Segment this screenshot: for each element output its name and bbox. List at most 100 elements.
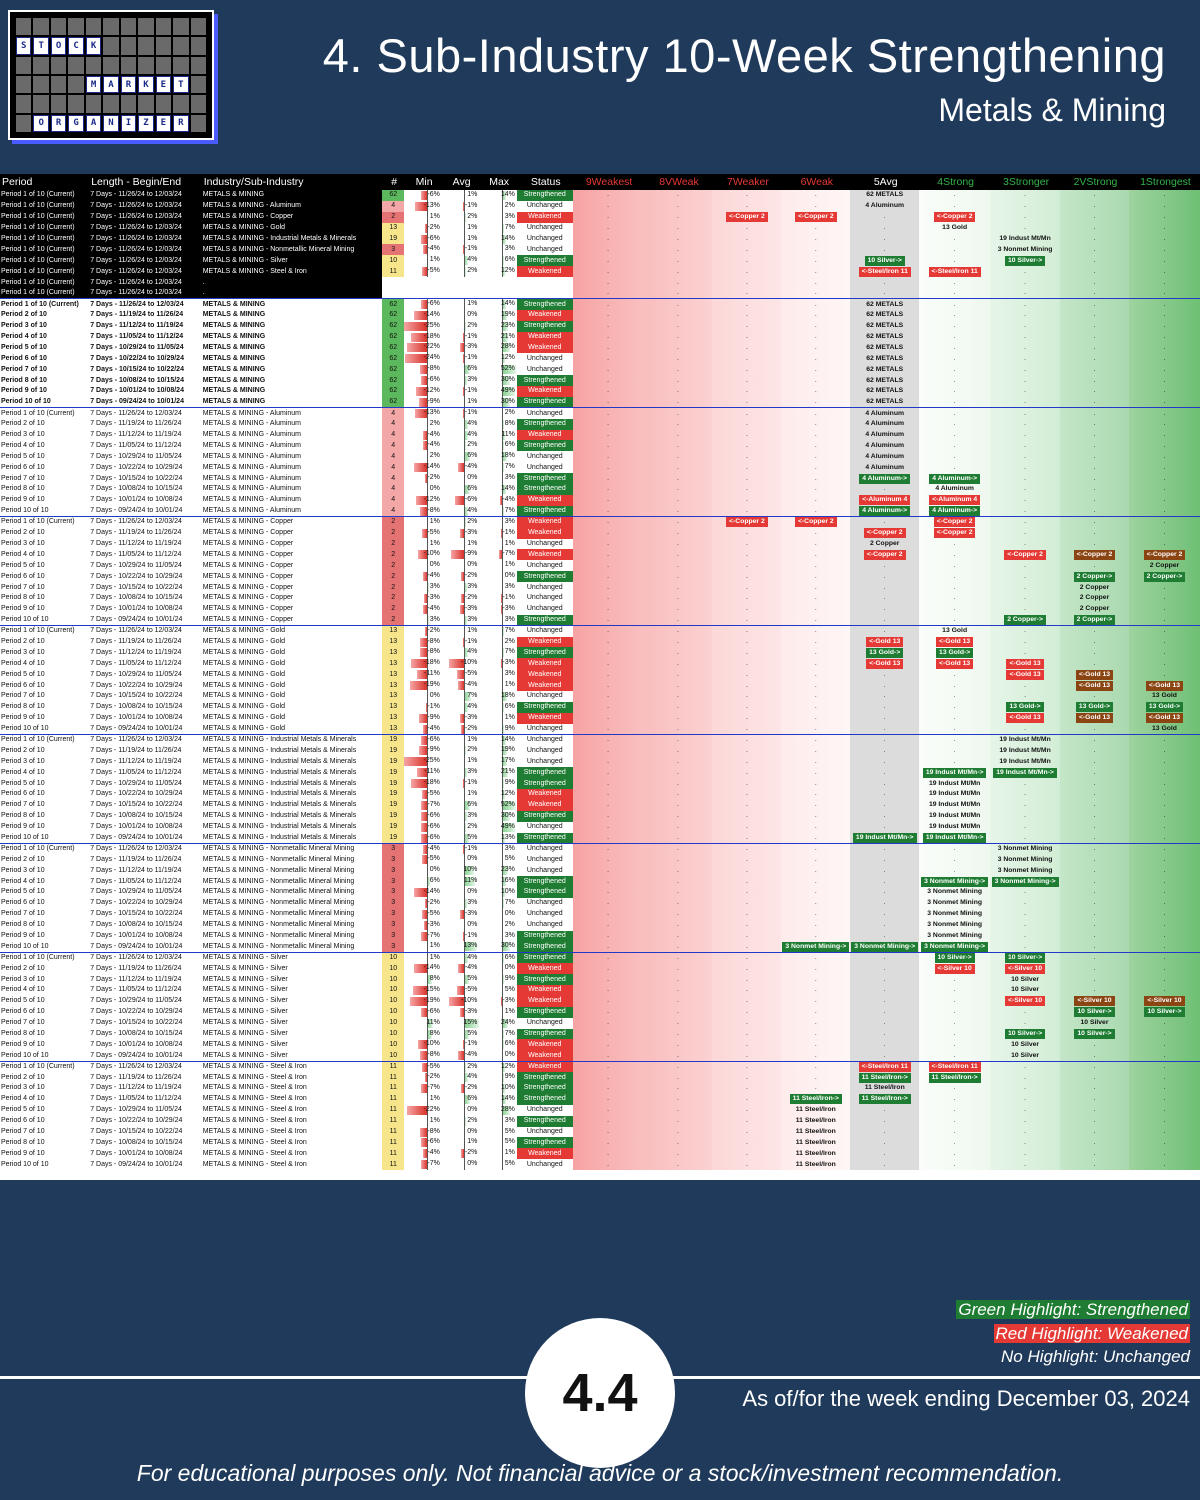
- metric-value: -13%: [423, 201, 440, 209]
- logo-cell: [85, 56, 102, 74]
- metric-cell: 21%: [479, 767, 517, 779]
- negative-bar: [419, 1127, 427, 1137]
- level-cell-8: .: [643, 375, 713, 387]
- metric-value: 12%: [500, 1062, 515, 1070]
- bar-axis: [426, 658, 428, 670]
- level-cell-9: .: [572, 288, 644, 299]
- period-cell: Period 6 of 10: [0, 1115, 90, 1127]
- industry-cell: METALS & MINING - Copper: [201, 211, 383, 223]
- table-row: Period 7 of 10 7 Days - 10/15/24 to 10/22…: [0, 690, 1200, 702]
- status-badge: Strengthened: [516, 778, 573, 789]
- industry-cell: METALS & MINING - Industrial Metals & Mi…: [201, 799, 383, 811]
- metric-cell: 9%: [479, 1072, 517, 1084]
- period-cell: Period 2 of 10: [0, 963, 90, 975]
- count-cell: 3: [382, 865, 405, 877]
- metric-value: -2%: [464, 1084, 478, 1092]
- status-badge: Unchanged: [516, 625, 573, 637]
- metric-cell: -2%: [404, 222, 442, 234]
- metric-value: -3%: [427, 920, 440, 928]
- metric-cell: -8%: [404, 364, 442, 376]
- level-cell-4: .: [919, 190, 991, 201]
- level-cell-2: .: [1060, 386, 1129, 397]
- level-cell-2: 10 Silver->: [1060, 1028, 1129, 1040]
- metric-cell: -6%: [404, 298, 442, 310]
- level-cell-2: .: [1060, 941, 1129, 953]
- length-cell: 7 Days - 09/24/24 to 10/01/24: [89, 614, 202, 626]
- level-cell-8: .: [643, 1137, 713, 1149]
- metric-value: 0%: [504, 572, 515, 580]
- level-cell-7: .: [712, 571, 782, 583]
- bar-axis: [501, 636, 503, 648]
- negative-bar: [500, 996, 502, 1006]
- bar-axis: [501, 299, 503, 310]
- level-cell-9: .: [572, 418, 644, 430]
- level-cell-7: .: [712, 625, 782, 637]
- count-cell: 4: [382, 462, 405, 474]
- bar-axis: [464, 396, 466, 408]
- count-cell: [382, 288, 405, 299]
- length-cell: 7 Days - 10/08/24 to 10/15/24: [89, 484, 202, 495]
- table-row: Period 5 of 10 7 Days - 10/29/24 to 11/05…: [0, 995, 1200, 1007]
- status-badge: Weakened: [516, 516, 573, 528]
- level-cell-1: .: [1128, 778, 1200, 789]
- level-cell-9: .: [572, 690, 644, 702]
- status-badge: Unchanged: [516, 407, 573, 419]
- logo-cell: [68, 95, 84, 113]
- level-cell-5: .: [850, 712, 920, 724]
- level-cell-7: .: [712, 1148, 782, 1160]
- negative-bar: [461, 572, 465, 582]
- length-cell: 7 Days - 11/05/24 to 11/12/24: [89, 1093, 202, 1105]
- level-cell-7: .: [712, 756, 782, 768]
- level-cell-8: .: [643, 211, 713, 223]
- count-cell: 2: [382, 549, 405, 561]
- level-cell-4: .: [919, 1137, 991, 1149]
- metric-cell: 2%: [441, 516, 480, 528]
- level-cell-2: 2 Copper: [1060, 603, 1129, 615]
- level-cell-4: .: [919, 538, 991, 550]
- table-row: Period 2 of 10 7 Days - 11/19/24 to 11/26…: [0, 854, 1200, 866]
- table-row: Period 3 of 10 7 Days - 11/12/24 to 11/19…: [0, 538, 1200, 550]
- level-cell-4: .: [919, 1093, 991, 1105]
- count-cell: 11: [382, 266, 405, 278]
- level-cell-8: .: [643, 1159, 713, 1171]
- level-cell-6: 11 Steel/Iron: [781, 1115, 851, 1127]
- column-header: #: [382, 174, 405, 190]
- count-cell: 11: [382, 1072, 405, 1084]
- table-row: Period 3 of 10 7 Days - 11/12/24 to 11/19…: [0, 756, 1200, 768]
- level-cell-3: 10 Silver: [990, 974, 1061, 986]
- level-cell-8: .: [643, 1148, 713, 1160]
- industry-cell: METALS & MINING - Aluminum: [201, 494, 383, 506]
- table-row: Period 8 of 10 7 Days - 10/08/24 to 10/15…: [0, 810, 1200, 822]
- status-badge: Strengthened: [516, 701, 573, 713]
- table-row: Period 10 of 10 7 Days - 09/24/24 to 10/0…: [0, 505, 1200, 517]
- level-cell-3: .: [990, 407, 1061, 419]
- level-cell-8: .: [643, 473, 713, 485]
- level-cell-1: .: [1128, 636, 1200, 648]
- level-cell-5: .: [850, 690, 920, 702]
- level-cell-8: .: [643, 190, 713, 201]
- metric-cell: -5%: [404, 266, 442, 278]
- level-chip: 3 Nonmet Mining: [997, 866, 1053, 874]
- status-badge: Weakened: [516, 494, 573, 506]
- bar-axis: [464, 353, 466, 365]
- positive-bar: [464, 1094, 471, 1104]
- level-cell-2: <-Gold 13: [1060, 680, 1129, 691]
- count-cell: 13: [382, 647, 405, 659]
- positive-bar: [501, 485, 506, 495]
- bar-axis: [464, 255, 466, 267]
- length-cell: 7 Days - 10/01/24 to 10/08/24: [89, 603, 202, 615]
- level-chip: 10 Silver->: [1004, 953, 1046, 964]
- metric-cell: 1%: [441, 298, 480, 310]
- level-cell-3: .: [990, 897, 1061, 909]
- page-subtitle: Metals & Mining: [938, 92, 1166, 128]
- period-cell: Period 9 of 10: [0, 712, 90, 724]
- positive-bar: [464, 898, 468, 908]
- period-cell: Period 7 of 10: [0, 364, 90, 376]
- positive-bar: [426, 1018, 434, 1028]
- level-cell-1: .: [1128, 320, 1200, 332]
- level-cell-6: .: [781, 712, 851, 724]
- metric-cell: 0%: [479, 1050, 517, 1061]
- metric-value: 8%: [429, 1029, 440, 1037]
- level-cell-5: 62 METALS: [850, 320, 920, 332]
- level-cell-1: <-Copper 2: [1128, 549, 1200, 561]
